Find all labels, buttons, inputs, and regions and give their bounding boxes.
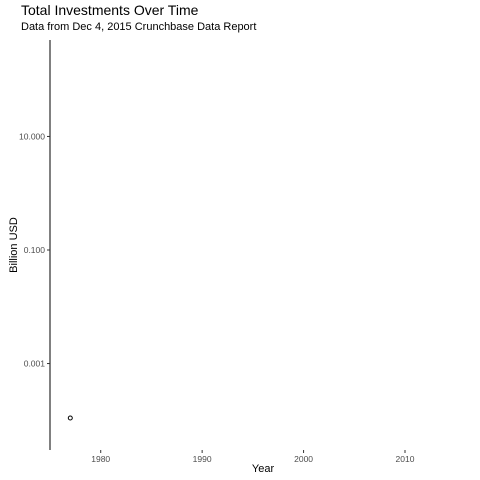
- data-point: [67, 415, 73, 421]
- chart-subtitle: Data from Dec 4, 2015 Crunchbase Data Re…: [21, 21, 257, 33]
- x-axis-title: Year: [252, 463, 275, 475]
- x-tick-label: 1980: [91, 454, 110, 464]
- y-axis-ticks: 0.001 0.100 10.000: [19, 131, 50, 369]
- data-points: [67, 415, 73, 421]
- y-tick-label: 0.100: [24, 245, 46, 255]
- x-axis-ticks: 1980 1990 2000 2010: [91, 450, 415, 464]
- x-tick-label: 1990: [193, 454, 212, 464]
- y-tick-label: 10.000: [19, 131, 45, 141]
- y-tick-label: 0.001: [24, 359, 46, 369]
- x-tick-label: 2010: [396, 454, 415, 464]
- y-axis-title: Billion USD: [8, 217, 20, 273]
- x-tick-label: 2000: [294, 454, 313, 464]
- chart-title: Total Investments Over Time: [21, 2, 199, 18]
